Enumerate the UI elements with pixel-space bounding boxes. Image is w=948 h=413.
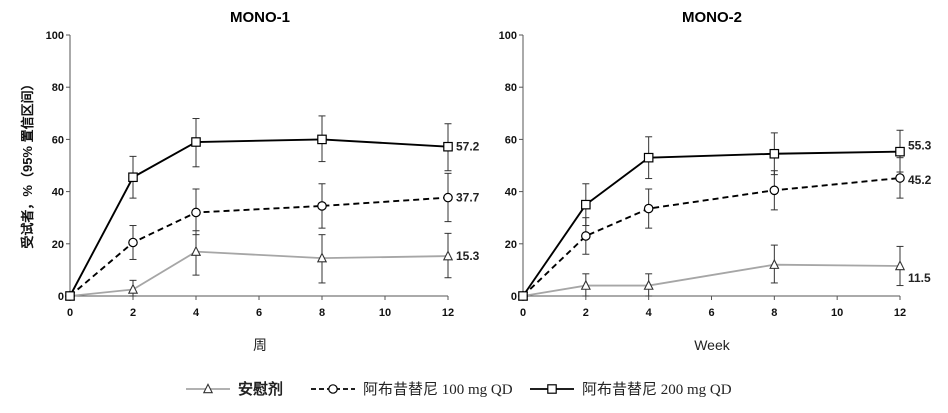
x-tick-label: 10 — [831, 307, 843, 319]
x-tick-label: 12 — [894, 307, 906, 319]
y-tick-label: 0 — [511, 291, 517, 303]
x-tick-label: 2 — [583, 307, 589, 319]
y-tick-label: 40 — [52, 187, 64, 199]
data-point — [128, 172, 138, 183]
x-tick-label: 2 — [130, 307, 136, 319]
x-tick-label: 4 — [193, 307, 200, 319]
data-point — [894, 260, 906, 271]
y-axis-label: 受试者，%（95% 置信区间） — [20, 77, 35, 248]
data-point — [443, 192, 453, 203]
data-point — [442, 250, 454, 261]
series-placebo: 15.3 — [64, 230, 480, 301]
data-point — [895, 146, 905, 157]
legend-item: 阿布昔替尼 100 mg QD — [311, 381, 513, 398]
series-abrocitinib-100mg: 37.7 — [65, 172, 480, 301]
data-label: 57.2 — [456, 140, 480, 154]
legend-label: 阿布昔替尼 100 mg QD — [363, 381, 513, 398]
x-tick-label: 0 — [520, 307, 526, 319]
legend-item: 阿布昔替尼 200 mg QD — [530, 381, 732, 398]
data-label: 37.7 — [456, 191, 480, 205]
y-tick-label: 100 — [499, 30, 517, 42]
data-point — [769, 148, 780, 159]
data-label: 15.3 — [456, 249, 480, 263]
y-tick-label: 60 — [505, 134, 517, 146]
legend-item: 安慰剂 — [186, 380, 283, 398]
data-point — [317, 201, 327, 211]
y-tick-label: 60 — [52, 134, 64, 146]
data-point — [128, 237, 138, 248]
data-point — [581, 231, 591, 241]
data-point — [643, 279, 654, 290]
series-abrocitinib-100mg: 45.2 — [518, 157, 932, 301]
series-abrocitinib-200mg: 57.2 — [65, 115, 480, 301]
legend-marker — [202, 383, 214, 394]
data-point — [895, 173, 905, 183]
panel-mono-1: MONO-1 受试者，%（95% 置信区间） 周 0 20 40 60 80 100 0 2 4… — [20, 9, 480, 353]
legend-label: 阿布昔替尼 200 mg QD — [582, 381, 732, 398]
data-point — [317, 134, 327, 145]
legend-marker — [547, 384, 557, 394]
y-tick-label: 80 — [505, 82, 517, 94]
x-tick-label: 6 — [708, 307, 714, 319]
data-point — [518, 291, 528, 301]
legend-label: 安慰剂 — [238, 380, 283, 398]
data-point — [643, 203, 654, 214]
legend: 安慰剂 阿布昔替尼 100 mg QD 阿布昔替尼 200 mg QD — [186, 380, 732, 398]
x-tick-label: 6 — [256, 307, 262, 319]
y-tick-label: 80 — [52, 82, 64, 94]
series-line — [69, 250, 449, 297]
y-tick-label: 100 — [46, 30, 64, 42]
x-tick-label: 4 — [646, 307, 653, 319]
data-point — [643, 152, 654, 163]
x-tick-label: 12 — [442, 307, 454, 319]
x-tick-label: 0 — [67, 307, 73, 319]
panel-mono-2: MONO-2 Week 0 20 40 60 80 100 0 2 4 6 8 10 12 11.5 45.… — [499, 9, 932, 353]
data-label: 55.3 — [908, 139, 932, 153]
y-tick-label: 40 — [505, 187, 517, 199]
data-point — [316, 252, 328, 263]
x-axis-label: Week — [694, 337, 731, 353]
panel-title: MONO-2 — [682, 9, 742, 26]
data-point — [65, 291, 75, 301]
data-label: 11.5 — [908, 271, 931, 285]
data-point — [581, 199, 591, 210]
series-line — [69, 196, 449, 297]
series-line — [69, 138, 449, 297]
data-point — [769, 258, 780, 269]
data-point — [769, 185, 780, 196]
series-abrocitinib-200mg: 55.3 — [518, 129, 932, 301]
data-point — [127, 283, 139, 294]
y-tick-label: 20 — [52, 239, 64, 251]
y-tick-label: 20 — [505, 239, 517, 251]
panel-title: MONO-1 — [230, 9, 290, 26]
series-placebo: 11.5 — [517, 244, 931, 301]
y-tick-label: 0 — [58, 291, 64, 303]
legend-marker — [328, 384, 338, 394]
x-tick-label: 10 — [379, 307, 391, 319]
series-line — [522, 177, 901, 297]
series-line — [522, 263, 901, 297]
data-point — [443, 141, 453, 152]
x-axis-label: 周 — [253, 337, 267, 353]
data-point — [191, 137, 201, 147]
x-tick-label: 8 — [771, 307, 777, 319]
data-label: 45.2 — [908, 173, 932, 187]
x-tick-label: 8 — [319, 307, 325, 319]
data-point — [191, 207, 201, 218]
data-point — [190, 245, 202, 256]
data-point — [580, 279, 591, 290]
